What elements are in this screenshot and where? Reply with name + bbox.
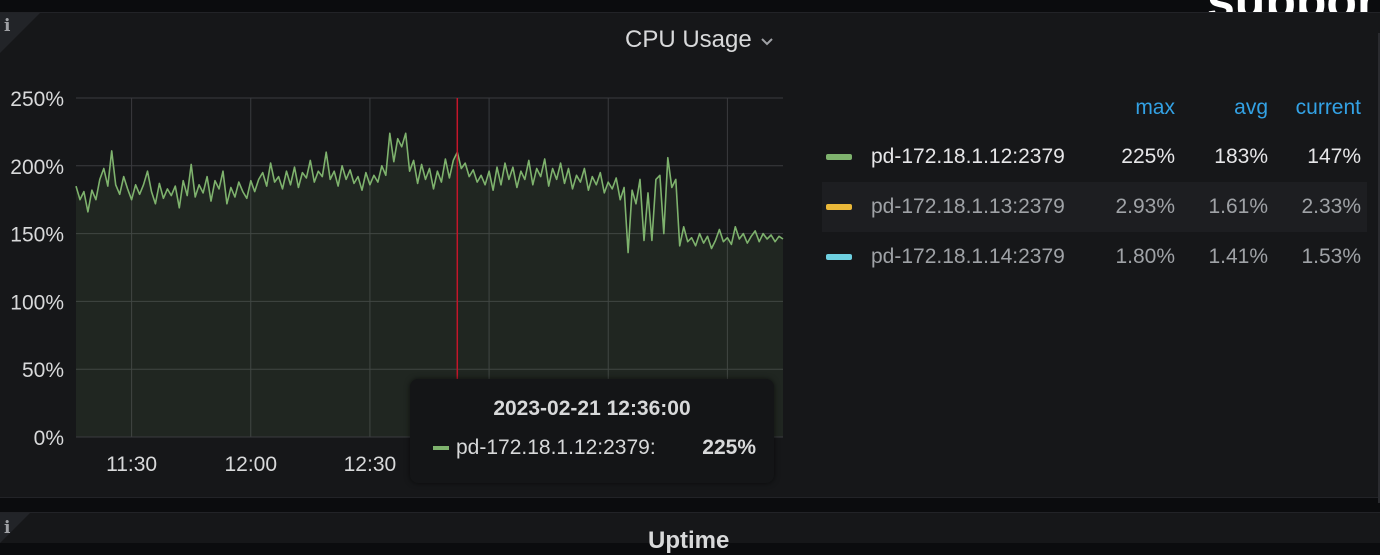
legend-current-value: 1.53% — [1301, 245, 1361, 268]
series-area — [76, 133, 783, 438]
legend-row[interactable]: pd-172.18.1.12:2379 225% 183% 147% — [822, 132, 1367, 182]
legend-max-value: 2.93% — [1115, 195, 1175, 218]
info-icon[interactable]: i — [4, 16, 11, 36]
legend-current-value: 2.33% — [1301, 195, 1361, 218]
legend-max-value: 225% — [1121, 145, 1175, 168]
x-tick-label: 12:00 — [224, 453, 277, 476]
tooltip-series-value: 225% — [702, 436, 756, 459]
uptime-panel: i Uptime — [0, 512, 1380, 554]
series-line — [75, 132, 784, 254]
tooltip-series-swatch — [433, 446, 449, 450]
legend-series-name[interactable]: pd-172.18.1.14:2379 — [871, 245, 1065, 268]
y-tick-label: 100% — [10, 291, 64, 314]
info-icon[interactable]: i — [4, 518, 11, 538]
y-tick-label: 200% — [10, 156, 64, 179]
tooltip-series-name: pd-172.18.1.12:2379: — [456, 436, 656, 459]
panel-title[interactable]: CPU Usage — [625, 26, 752, 53]
panel-info-corner[interactable] — [0, 13, 40, 53]
panel-right-edge — [1378, 33, 1380, 503]
x-tick-label: 12:30 — [344, 453, 397, 476]
legend-series-name[interactable]: pd-172.18.1.12:2379 — [871, 145, 1065, 168]
y-tick-label: 150% — [10, 224, 64, 247]
legend-avg-value: 1.41% — [1208, 245, 1268, 268]
legend-header-max[interactable]: max — [1135, 96, 1175, 119]
legend-swatch[interactable] — [826, 204, 852, 210]
y-tick-label: 50% — [22, 359, 64, 382]
panel-title[interactable]: Uptime — [648, 527, 730, 554]
legend-header-row: max avg current — [822, 92, 1367, 132]
legend-swatch[interactable] — [826, 254, 852, 260]
legend-current-value: 147% — [1307, 145, 1361, 168]
chart-legend-table: max avg current pd-172.18.1.12:2379 225%… — [822, 92, 1367, 282]
x-tick-label: 11:30 — [106, 453, 157, 476]
legend-swatch[interactable] — [826, 154, 852, 160]
y-tick-label: 250% — [10, 88, 64, 111]
legend-header-avg[interactable]: avg — [1234, 96, 1268, 119]
tooltip-timestamp: 2023-02-21 12:36:00 — [493, 397, 691, 420]
panel-title-menu[interactable]: CPU Usage — [625, 26, 774, 54]
chevron-down-icon[interactable] — [760, 37, 774, 47]
legend-series-name[interactable]: pd-172.18.1.13:2379 — [871, 195, 1065, 218]
legend-avg-value: 183% — [1214, 145, 1268, 168]
legend-row[interactable]: pd-172.18.1.14:2379 1.80% 1.41% 1.53% — [822, 232, 1367, 282]
legend-header-current[interactable]: current — [1295, 96, 1361, 119]
legend-max-value: 1.80% — [1115, 245, 1175, 268]
legend-row[interactable]: pd-172.18.1.13:2379 2.93% 1.61% 2.33% — [822, 182, 1367, 232]
legend-avg-value: 1.61% — [1208, 195, 1268, 218]
y-tick-label: 0% — [34, 427, 64, 450]
chart-tooltip: 2023-02-21 12:36:00 pd-172.18.1.12:2379:… — [410, 379, 774, 483]
